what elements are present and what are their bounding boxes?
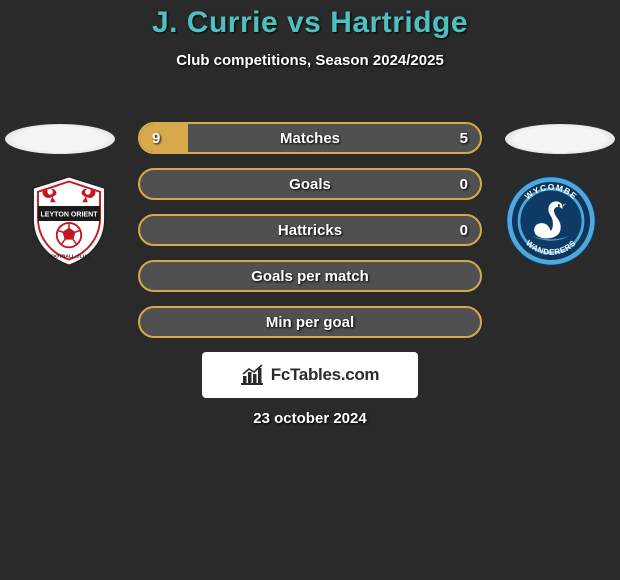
- brand-badge[interactable]: FcTables.com: [202, 352, 418, 398]
- wycombe-wanderers-crest-icon: WYCOMBE WANDERERS: [504, 174, 598, 268]
- page-title: J. Currie vs Hartridge: [0, 0, 620, 40]
- stat-row: 9 Matches 5: [138, 122, 482, 154]
- stat-fill-left: [140, 124, 188, 152]
- stat-label: Min per goal: [266, 314, 354, 331]
- brand-text: FcTables.com: [271, 365, 380, 385]
- svg-text:LEYTON ORIENT: LEYTON ORIENT: [40, 211, 98, 218]
- stat-value-left: 9: [152, 124, 160, 152]
- stat-value-right: 0: [460, 216, 468, 244]
- leyton-orient-crest-icon: LEYTON ORIENT FOOTBALL CLUB: [22, 174, 116, 268]
- stat-label: Hattricks: [278, 222, 342, 239]
- svg-text:FOOTBALL CLUB: FOOTBALL CLUB: [48, 254, 90, 260]
- photo-placeholder-right: [505, 124, 615, 154]
- comparison-card: J. Currie vs Hartridge Club competitions…: [0, 0, 620, 445]
- stat-row: Min per goal: [138, 306, 482, 338]
- stat-value-right: 0: [460, 170, 468, 198]
- stat-rows: 9 Matches 5 Goals 0 Hattricks 0 Goals per match…: [138, 122, 482, 352]
- stat-label: Goals per match: [251, 268, 369, 285]
- stat-row: Hattricks 0: [138, 214, 482, 246]
- stat-row: Goals 0: [138, 168, 482, 200]
- bar-chart-icon: [241, 364, 265, 386]
- footer-date: 23 october 2024: [0, 410, 620, 427]
- stat-label: Matches: [280, 130, 340, 147]
- stat-row: Goals per match: [138, 260, 482, 292]
- stat-value-right: 5: [460, 124, 468, 152]
- club-crest-right: WYCOMBE WANDERERS: [504, 174, 598, 268]
- club-crest-left: LEYTON ORIENT FOOTBALL CLUB: [22, 174, 116, 268]
- photo-placeholder-left: [5, 124, 115, 154]
- subtitle: Club competitions, Season 2024/2025: [0, 52, 620, 69]
- stat-label: Goals: [289, 176, 331, 193]
